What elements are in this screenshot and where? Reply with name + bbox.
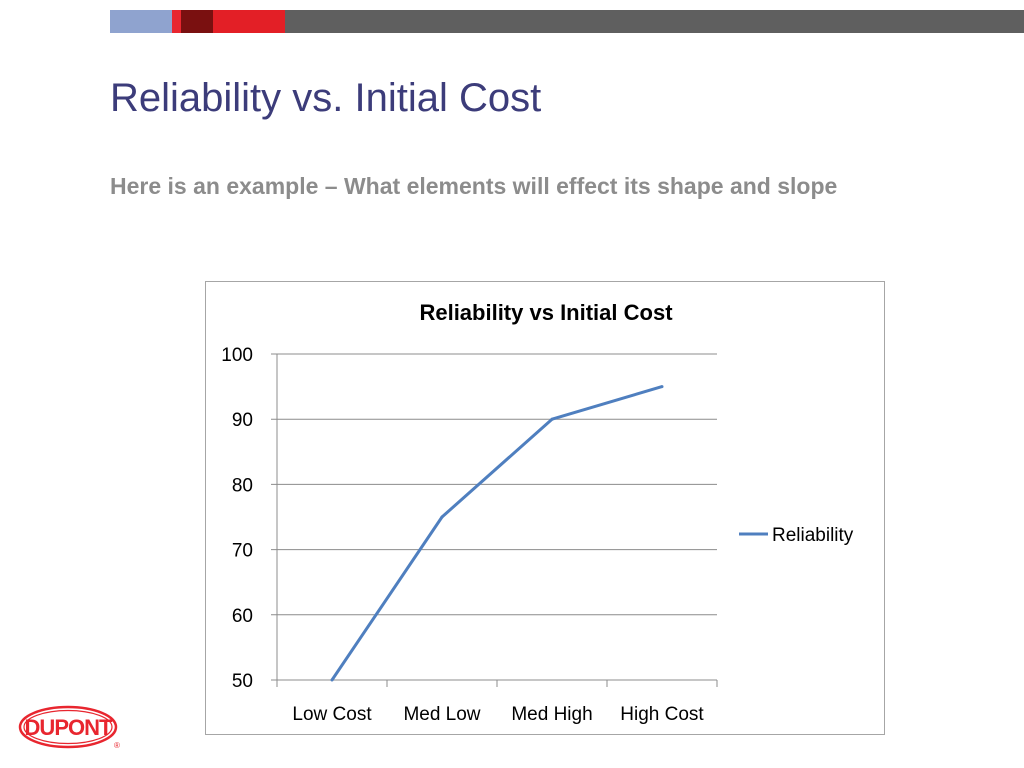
x-tick-label-med-low: Med Low <box>403 704 480 725</box>
header-bar-segment-brightred <box>213 10 285 33</box>
y-tick-label-90: 90 <box>232 410 253 431</box>
series-line-reliability <box>330 385 663 681</box>
data-point-reliability-0 <box>330 678 334 682</box>
data-point-reliability-2 <box>550 417 554 421</box>
logo-oval-inner <box>23 709 113 745</box>
header-color-bar <box>110 10 1024 33</box>
dupont-logo: DUPONT ® <box>18 705 120 750</box>
data-point-reliability-3 <box>660 385 664 389</box>
page-title: Reliability vs. Initial Cost <box>110 76 542 120</box>
header-bar-segment-red <box>172 10 181 33</box>
y-tick-label-60: 60 <box>232 606 253 627</box>
y-tick-label-80: 80 <box>232 475 253 496</box>
y-tick-label-70: 70 <box>232 541 253 562</box>
header-bar-segment-darkred <box>181 10 213 33</box>
x-tick-label-med-high: Med High <box>511 704 592 725</box>
logo-text: DUPONT <box>25 715 113 740</box>
reliability-line-chart: Reliability vs Initial Cost 50 60 70 80 90 10… <box>221 300 854 725</box>
chart-container: Reliability vs Initial Cost 50 60 70 80 90 10… <box>205 281 885 735</box>
x-tick-label-low-cost: Low Cost <box>292 704 372 725</box>
y-tick-label-50: 50 <box>232 671 253 692</box>
header-bar-segment-blue <box>110 10 172 33</box>
page-subtitle: Here is an example – What elements will … <box>110 173 838 199</box>
logo-oval-outer <box>18 705 118 749</box>
logo-registered-mark: ® <box>114 741 120 750</box>
legend-label-reliability: Reliability <box>772 525 854 546</box>
y-tick-label-100: 100 <box>221 345 253 366</box>
header-bar-segment-gray <box>285 10 1024 33</box>
chart-title: Reliability vs Initial Cost <box>419 300 673 325</box>
x-tick-label-high-cost: High Cost <box>620 704 704 725</box>
data-point-reliability-1 <box>440 515 444 519</box>
